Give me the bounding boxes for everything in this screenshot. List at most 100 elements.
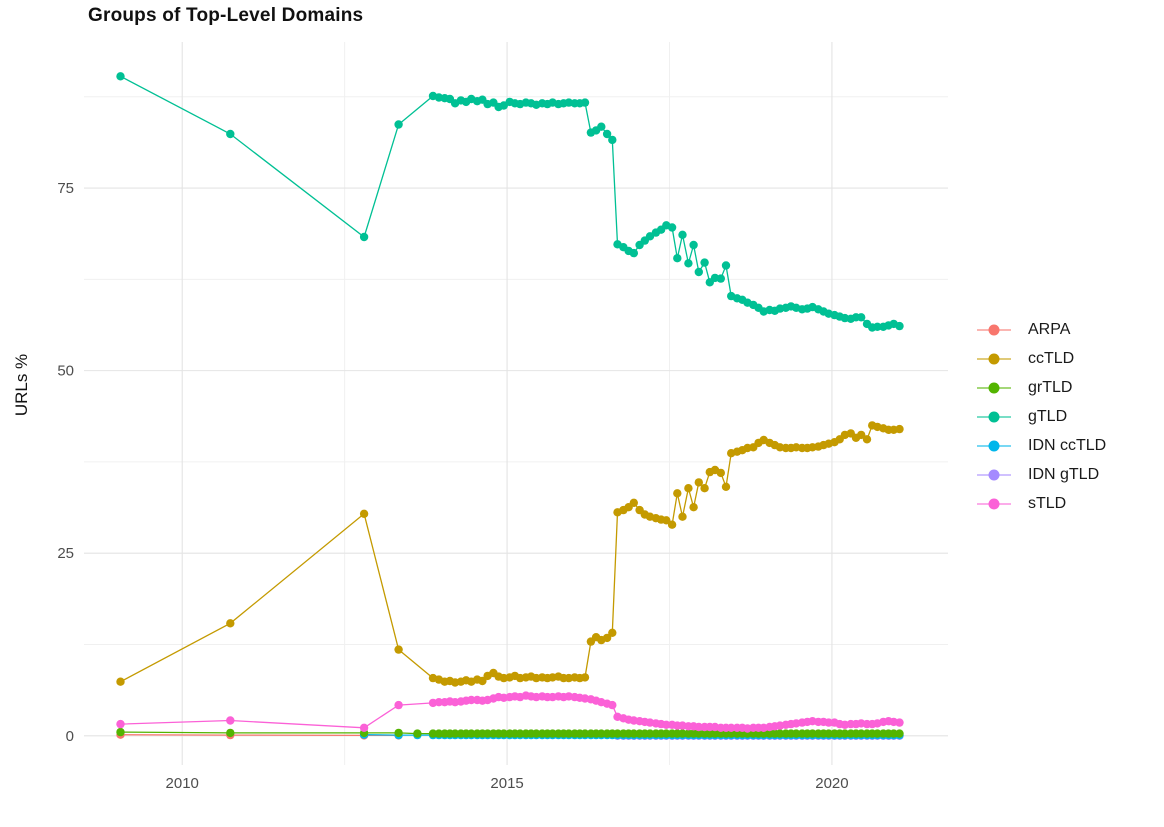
legend-marker-icon (977, 382, 1011, 394)
data-point-grtld (792, 729, 801, 738)
data-point-grtld (678, 729, 687, 738)
series-line-gtld (120, 75, 900, 329)
data-point-stld (694, 722, 703, 732)
data-point-cctld (359, 509, 369, 518)
data-point-gtld (678, 230, 687, 239)
data-point-gtld (895, 321, 904, 331)
legend-marker-icon (977, 498, 1011, 510)
data-point-gtld (602, 129, 612, 139)
data-point-grtld (564, 729, 573, 738)
legend-item-label: IDN ccTLD (1028, 437, 1107, 454)
data-point-grtld (629, 729, 638, 738)
data-point-grtld (580, 729, 590, 738)
legend-item-label: gTLD (1028, 408, 1068, 425)
legend-marker-icon (977, 324, 1011, 336)
data-point-grtld (895, 729, 904, 738)
data-point-cctld (895, 424, 904, 434)
data-point-grtld (775, 729, 785, 738)
data-point-grtld (499, 729, 508, 738)
data-point-gtld (857, 313, 866, 322)
data-point-cctld (394, 645, 403, 654)
data-point-gtld (700, 258, 709, 267)
data-point-grtld (428, 729, 438, 738)
data-point-grtld (840, 729, 850, 738)
data-point-grtld (873, 729, 882, 738)
data-point-stld (394, 700, 403, 710)
legend-marker-icon (977, 469, 1011, 481)
data-point-cctld (580, 673, 590, 682)
legend-item-cctld: ccTLD (976, 348, 1106, 370)
data-point-grtld (808, 729, 817, 738)
data-point-grtld (116, 727, 125, 737)
x-tick-label: 2020 (815, 775, 848, 792)
series-line-cctld (120, 424, 900, 684)
legend-dot-icon (988, 324, 1000, 336)
legend: ARPA ccTLD grTLD gTLD IDN ccTLD IDN gTLD sTLD (976, 319, 1106, 515)
legend-dot-icon (988, 353, 1000, 365)
data-point-grtld (694, 729, 703, 738)
legend-dot-icon (988, 498, 1000, 510)
y-tick-label: 0 (66, 728, 74, 745)
data-point-grtld (467, 729, 476, 738)
data-point-cctld (694, 478, 703, 487)
data-point-cctld (673, 489, 682, 498)
data-point-cctld (667, 520, 677, 529)
data-point-stld (824, 718, 833, 727)
data-point-grtld (824, 729, 833, 738)
series-gtld (116, 72, 904, 332)
legend-item-arpa: ARPA (976, 319, 1106, 341)
legend-marker-icon (977, 411, 1011, 423)
data-point-cctld (226, 619, 235, 628)
data-point-grtld (226, 728, 235, 738)
data-point-cctld (862, 435, 872, 444)
data-point-stld (467, 695, 476, 705)
data-point-grtld (597, 729, 606, 738)
data-point-gtld (694, 267, 703, 277)
legend-item-label: sTLD (1028, 495, 1067, 512)
data-point-grtld (413, 729, 422, 738)
data-point-gtld (684, 259, 693, 268)
legend-item-stld: sTLD (976, 493, 1106, 515)
legend-dot-icon (988, 469, 1000, 481)
legend-item-label: ARPA (1028, 321, 1071, 338)
legend-item-grtld: grTLD (976, 377, 1106, 399)
data-point-grtld (857, 729, 866, 738)
data-point-grtld (483, 729, 492, 738)
legend-item-idn-cctld: IDN ccTLD (976, 435, 1106, 457)
data-point-grtld (889, 729, 898, 738)
data-point-stld (608, 700, 617, 710)
data-point-cctld (608, 628, 617, 637)
legend-dot-icon (988, 411, 1000, 423)
legend-marker-icon (977, 440, 1011, 452)
data-point-stld (727, 723, 736, 732)
data-point-gtld (873, 322, 882, 331)
data-point-grtld (394, 728, 403, 738)
data-point-stld (359, 723, 369, 732)
data-point-gtld (716, 274, 725, 283)
data-point-gtld (721, 261, 731, 270)
data-point-grtld (515, 729, 525, 738)
data-point-grtld (450, 729, 460, 738)
data-point-gtld (597, 122, 606, 131)
data-point-cctld (629, 498, 638, 507)
series-stld (116, 691, 904, 733)
y-tick-label: 50 (57, 363, 74, 380)
data-point-grtld (662, 729, 671, 738)
data-point-cctld (478, 676, 487, 686)
y-tick-label: 25 (57, 545, 74, 562)
legend-item-label: grTLD (1028, 379, 1073, 396)
y-tick-label: 75 (57, 180, 74, 197)
data-point-stld (895, 718, 904, 727)
data-point-stld (226, 716, 235, 725)
data-point-cctld (689, 503, 698, 512)
legend-item-idn-gtld: IDN gTLD (976, 464, 1106, 486)
series-grtld (116, 727, 904, 738)
data-point-stld (116, 719, 125, 729)
data-point-gtld (673, 254, 682, 263)
legend-dot-icon (988, 382, 1000, 394)
data-point-stld (662, 720, 671, 729)
data-point-grtld (727, 729, 736, 738)
data-point-gtld (116, 72, 125, 81)
series-line-arpa (120, 734, 399, 737)
legend-item-gtld: gTLD (976, 406, 1106, 428)
